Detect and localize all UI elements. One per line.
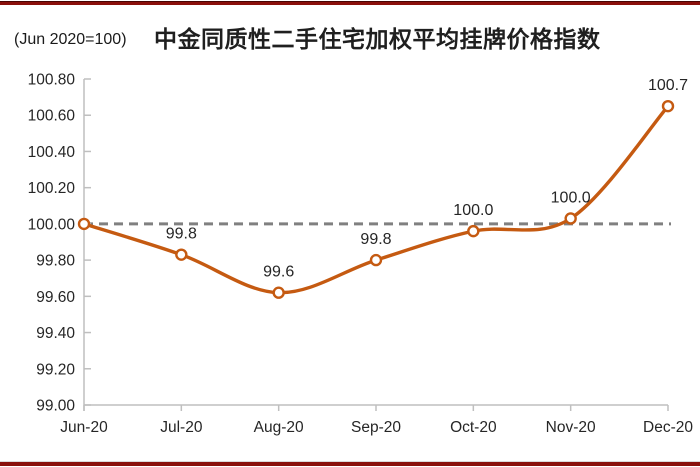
y-tick-label: 100.80	[28, 72, 76, 89]
y-tick-label: 99.00	[36, 398, 75, 415]
data-point-marker	[467, 224, 480, 238]
x-tick-label: Dec-20	[643, 419, 693, 436]
data-point-marker	[369, 253, 383, 267]
y-tick-label: 100.20	[28, 180, 76, 197]
data-point-label: 99.8	[360, 231, 391, 248]
data-point-label: 100.7	[648, 77, 688, 94]
y-tick-label: 100.00	[28, 216, 76, 233]
data-point-label: 99.8	[166, 226, 197, 243]
y-tick-label: 99.80	[36, 253, 75, 270]
y-tick-label: 99.60	[36, 289, 75, 306]
top-border-rule	[0, 1, 700, 5]
y-tick-label: 99.40	[36, 325, 75, 342]
data-point-marker	[175, 248, 188, 261]
chart-title: 中金同质性二手住宅加权平均挂牌价格指数	[154, 27, 601, 52]
data-point-label: 100.0	[551, 189, 591, 206]
data-point-marker	[272, 286, 285, 299]
y-tick-label: 99.20	[36, 361, 75, 378]
y-tick-label: 100.40	[28, 144, 76, 161]
data-point-marker	[661, 99, 675, 113]
x-tick-label: Sep-20	[351, 419, 401, 436]
x-tick-label: Oct-20	[450, 419, 497, 436]
data-point-label: 99.6	[263, 264, 294, 281]
x-tick-label: Aug-20	[254, 419, 304, 436]
x-tick-label: Jun-20	[60, 419, 108, 436]
bottom-border-rule	[0, 461, 700, 466]
x-tick-label: Nov-20	[546, 419, 596, 436]
data-point-label: 100.0	[453, 202, 493, 219]
x-tick-label: Jul-20	[160, 419, 203, 436]
index-base-note: (Jun 2020=100)	[14, 31, 127, 48]
y-tick-label: 100.60	[28, 108, 76, 125]
data-point-marker	[564, 212, 577, 225]
chart-header: (Jun 2020=100) 中金同质性二手住宅加权平均挂牌价格指数	[0, 26, 700, 56]
data-point-marker	[77, 217, 91, 231]
